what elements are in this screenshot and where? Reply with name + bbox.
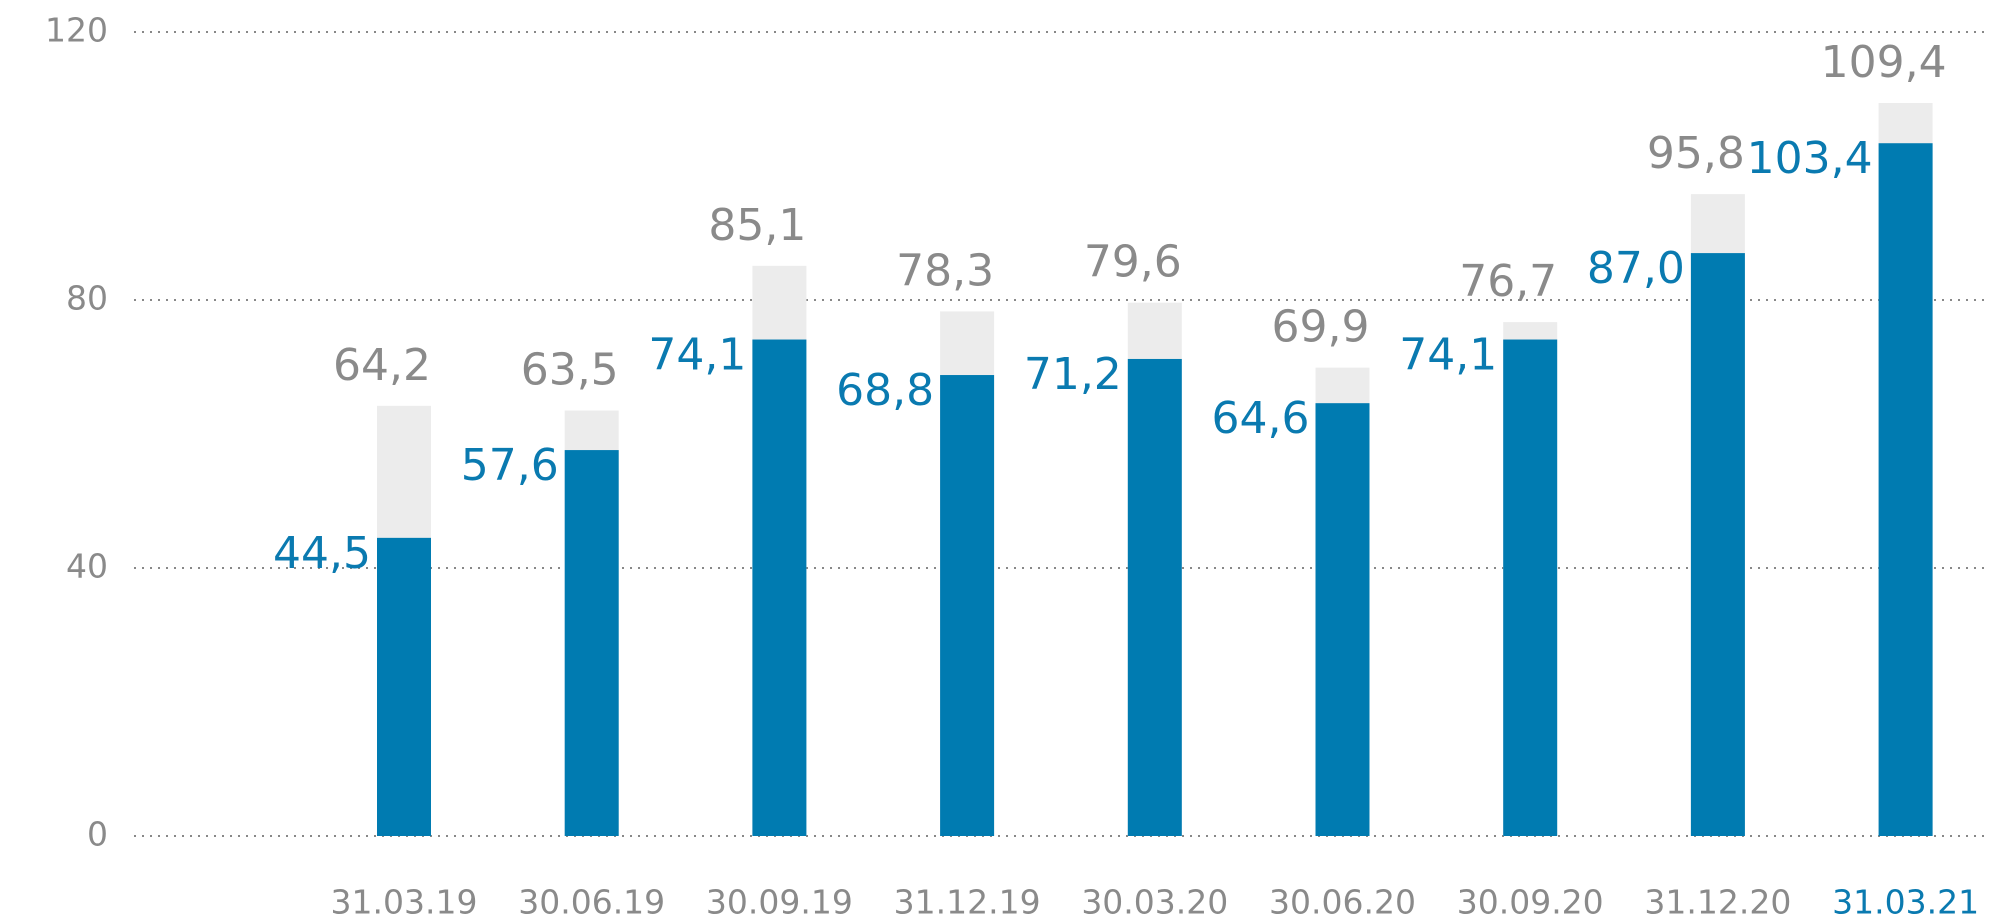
x-tick-label: 31.03.21 (1832, 883, 1979, 919)
bar (1127, 358, 1182, 836)
bar (1878, 143, 1933, 837)
y-tick-label: 0 (87, 815, 108, 854)
y-tick-label: 80 (66, 279, 108, 318)
bar (1503, 339, 1558, 836)
bar (1690, 253, 1745, 837)
value-label: 109,4 (1821, 37, 1947, 88)
y-tick-label: 40 (66, 547, 108, 586)
x-tick-label: 30.03.20 (1081, 883, 1228, 919)
value-label: 74,1 (1399, 330, 1497, 381)
bar (377, 537, 431, 836)
bar (752, 339, 807, 836)
value-label: 44,5 (273, 528, 371, 579)
value-label: 69,9 (1272, 302, 1370, 353)
value-label: 103,4 (1747, 133, 1873, 184)
value-label: 78,3 (896, 245, 994, 296)
bar (564, 450, 619, 836)
value-label: 74,1 (648, 330, 746, 381)
bar (940, 375, 995, 836)
value-label: 71,2 (1024, 349, 1122, 400)
x-tick-label: 31.03.19 (331, 883, 478, 919)
value-label: 87,0 (1587, 243, 1685, 294)
value-label: 85,1 (708, 200, 806, 251)
x-tick-label: 30.09.19 (706, 883, 853, 919)
x-tick-label: 30.06.20 (1269, 883, 1416, 919)
bar (1315, 403, 1370, 836)
value-label: 68,8 (836, 365, 934, 416)
value-label: 64,6 (1212, 393, 1310, 444)
value-label: 64,2 (333, 340, 431, 391)
value-label: 63,5 (521, 345, 619, 396)
x-tick-label: 30.09.20 (1457, 883, 1604, 919)
value-label: 76,7 (1459, 256, 1557, 307)
x-tick-label: 30.06.19 (518, 883, 665, 919)
value-label: 79,6 (1084, 237, 1182, 288)
x-tick-label: 31.12.19 (894, 883, 1041, 919)
value-label: 95,8 (1647, 128, 1745, 179)
y-tick-label: 120 (45, 11, 108, 50)
value-label: 57,6 (461, 440, 559, 491)
x-tick-label: 31.12.20 (1644, 883, 1791, 919)
